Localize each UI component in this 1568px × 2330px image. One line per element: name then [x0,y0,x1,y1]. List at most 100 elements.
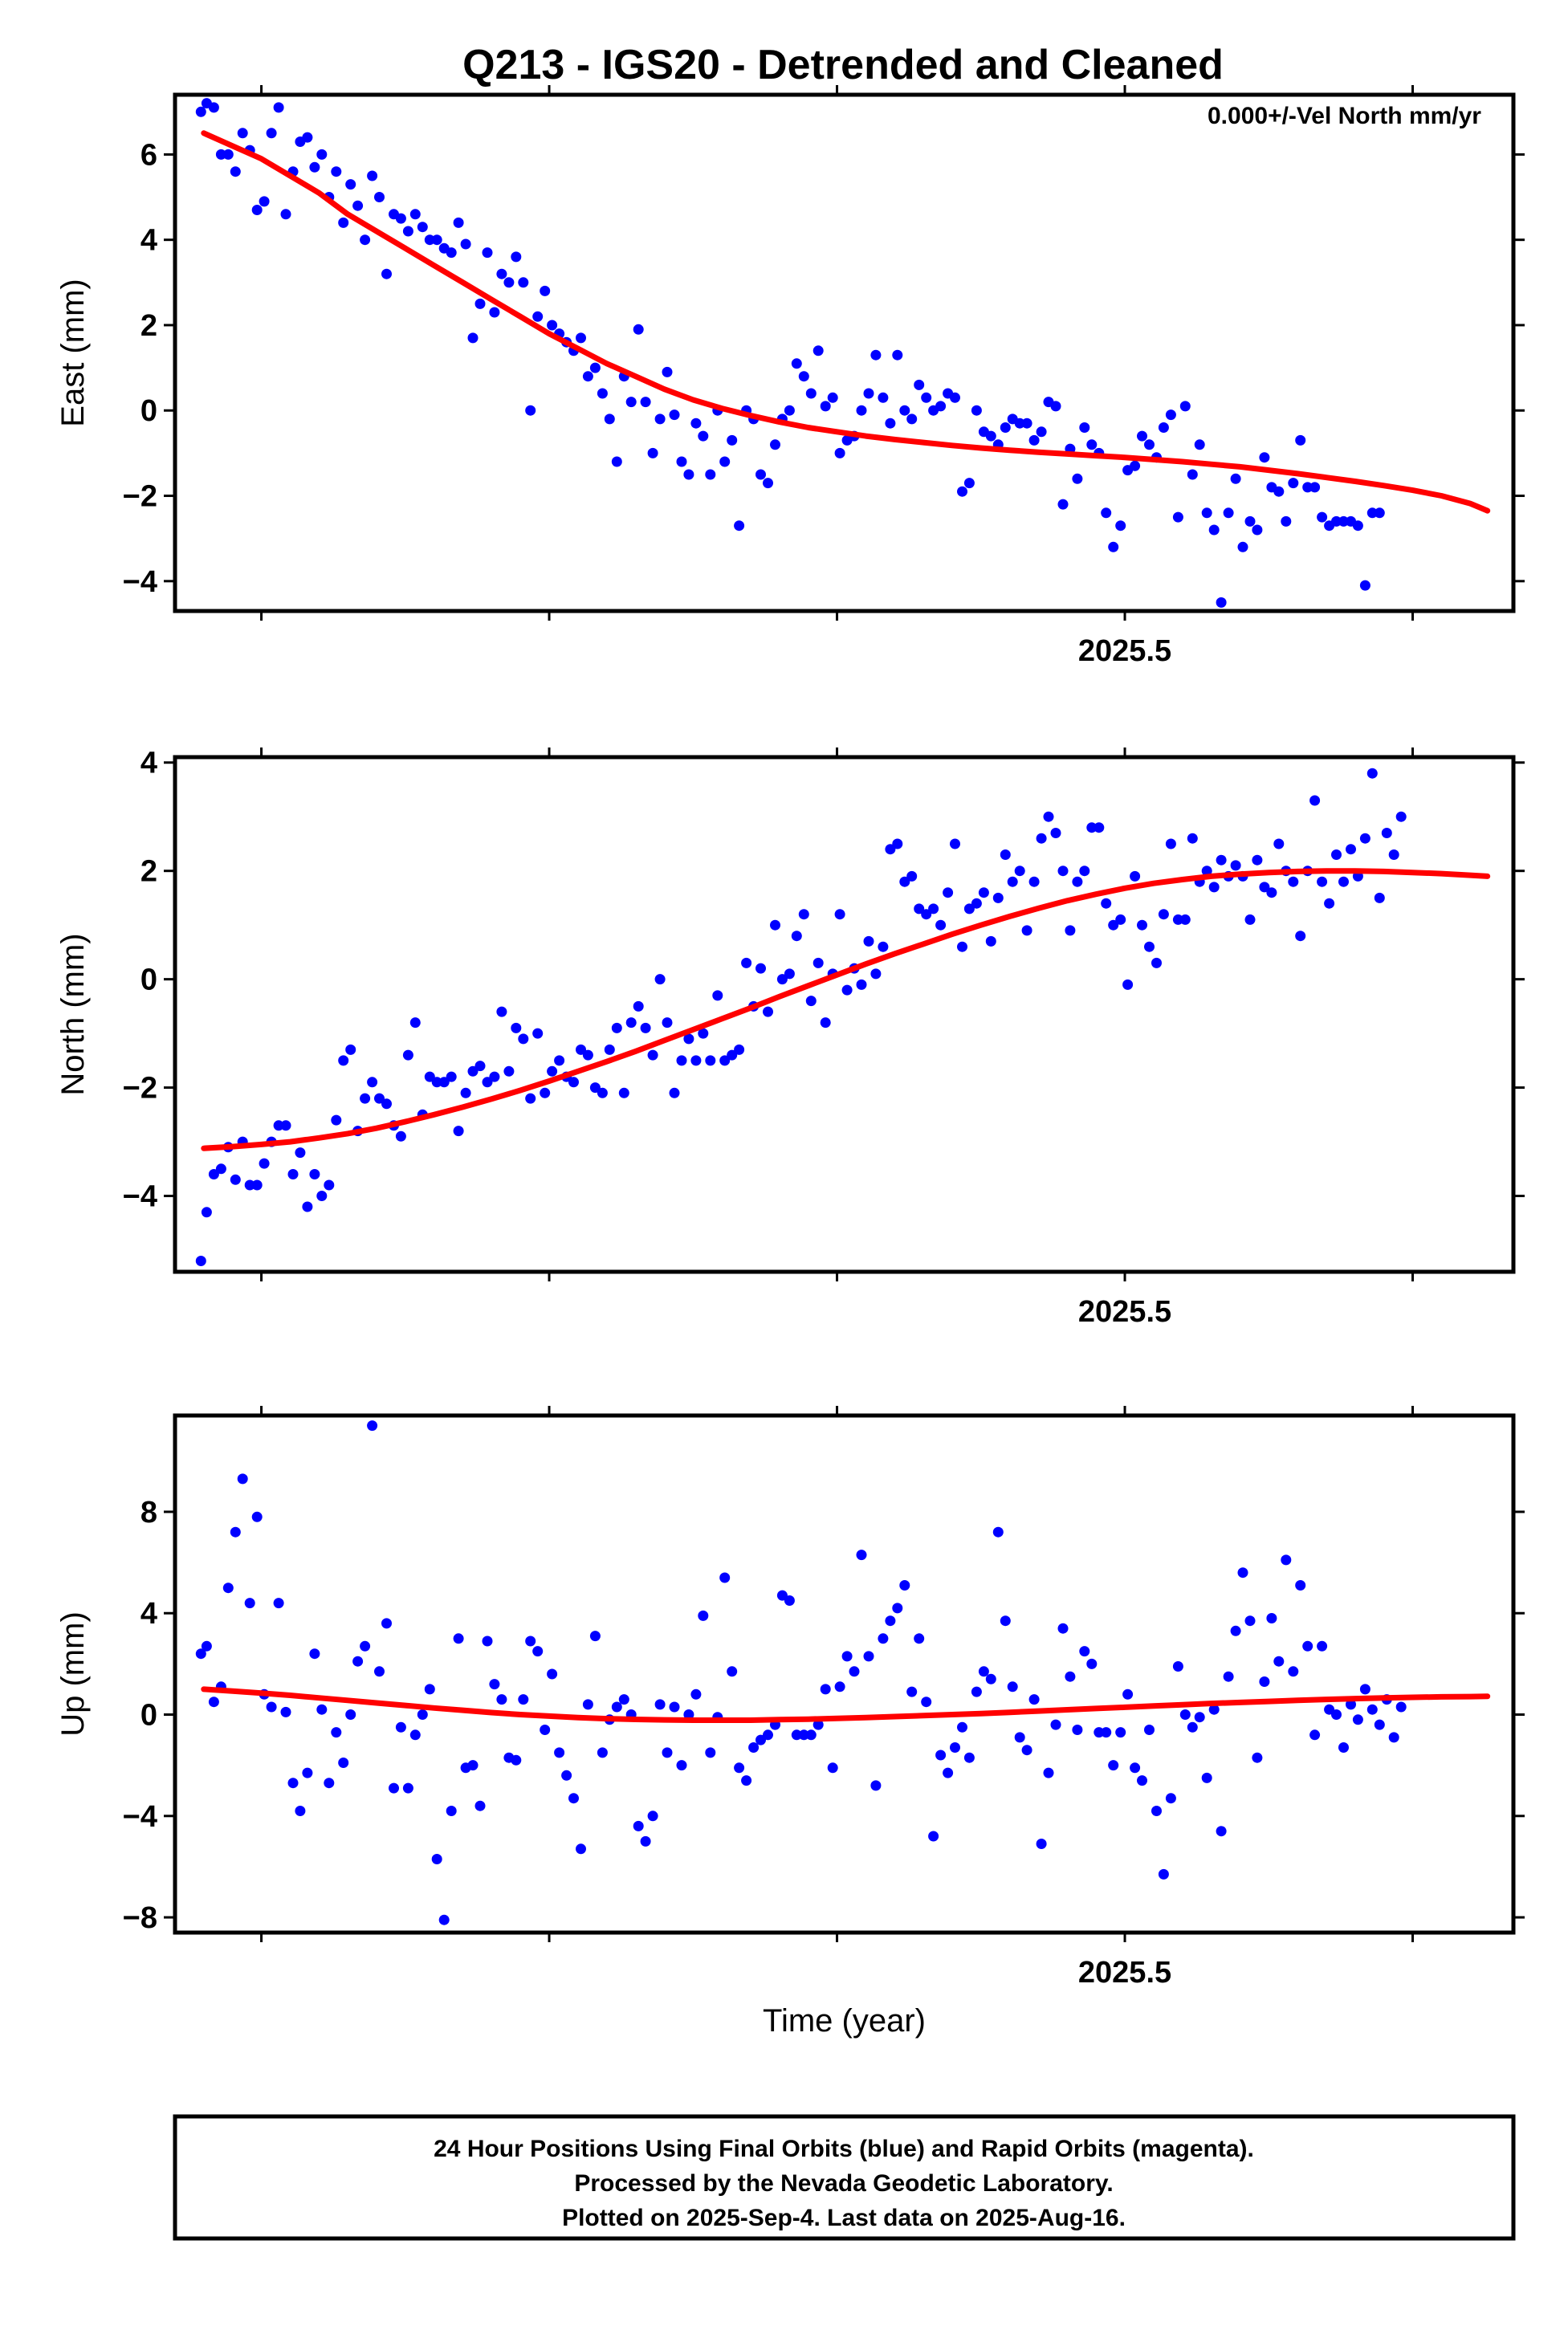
up-data-point [719,1572,731,1583]
north-data-point [1021,925,1032,936]
up-data-point [1331,1709,1342,1720]
north-data-point [1187,833,1198,844]
north-data-point [1230,860,1241,871]
east-data-point [474,298,486,309]
up-data-point [1086,1658,1098,1669]
east-data-point [791,358,802,369]
north-data-point [1050,828,1061,838]
up-data-point [950,1742,960,1753]
north-data-point [885,844,896,855]
north-data-point [625,1017,637,1029]
up-data-point [295,1806,306,1816]
east-data-point [827,392,838,403]
east-data-point [784,405,795,416]
east-data-point [1374,507,1385,519]
north-data-point [195,1256,206,1266]
east-data-point [885,418,896,429]
north-data-point [640,1022,651,1033]
east-data-point [1000,422,1011,433]
north-data-point [1000,849,1011,860]
north-data-point [1411,0,1421,6]
east-data-point [950,392,960,403]
up-data-point [1259,1676,1270,1687]
east-data-point [331,166,342,177]
north-data-point [1288,876,1299,887]
east-x-tick-label: 2025.5 [1078,634,1171,668]
east-data-point [662,366,673,377]
up-data-point [352,1656,364,1667]
up-x-tick-label: 2025.5 [1078,1956,1171,1990]
north-data-point [705,1055,716,1066]
east-y-tick-label: 0 [141,394,157,428]
up-data-point [453,1633,464,1644]
up-data-point [784,1595,795,1606]
north-data-point [367,1077,378,1088]
north-data-point [1432,0,1443,6]
up-fit-curve [201,1686,1491,1723]
north-data-point [496,1006,507,1017]
up-data-point [669,1701,680,1713]
north-data-point [906,870,918,882]
up-data-point [302,1767,313,1778]
up-data-point [992,1526,1004,1538]
up-data-point [763,1729,773,1741]
north-data-point [791,931,802,942]
footer-line-2: Processed by the Nevada Geodetic Laborat… [574,2170,1113,2197]
east-data-point [669,409,680,421]
up-data-point [1309,1729,1321,1741]
north-fit-curve [201,868,1491,1151]
up-data-point [1273,1656,1285,1667]
east-data-point [402,226,413,237]
north-data-point [978,887,989,898]
east-data-point [957,486,967,497]
up-data-point [1425,0,1436,6]
north-data-point [1094,822,1105,833]
north-data-point [985,935,996,947]
up-data-point [1352,1714,1363,1725]
up-data-point [856,1550,867,1561]
east-data-point [460,238,471,250]
north-data-point [1295,931,1306,942]
north-data-point [1359,833,1370,844]
east-data-point [1179,401,1191,412]
east-data-point [1352,520,1363,532]
up-data-point [662,1747,673,1758]
east-data-point [1244,515,1256,527]
up-data-point [1108,1760,1119,1771]
up-data-point [230,1526,241,1538]
north-data-point [770,919,780,931]
up-data-point [892,1603,903,1614]
north-data-point [1151,957,1162,968]
north-data-point [1252,854,1263,866]
north-data-point [892,838,903,849]
up-data-point [273,1598,284,1609]
north-data-point [1453,0,1464,6]
north-data-point [345,1044,356,1055]
north-data-point [1014,866,1025,877]
up-data-point [489,1679,500,1690]
up-data-point [1453,0,1464,6]
up-y-tick-label: 8 [141,1496,157,1530]
east-data-point [1115,520,1126,532]
north-data-point [582,1049,593,1061]
up-data-point [1158,1868,1169,1880]
up-data-point [813,1719,824,1730]
up-data-point [640,1835,651,1847]
up-data-point [345,1709,356,1720]
up-data-point [381,1618,392,1629]
east-data-point [755,469,766,480]
east-data-point [1295,434,1306,446]
east-data-point [453,217,464,228]
east-data-point [532,311,544,322]
east-data-point [640,397,651,408]
up-data-point [266,1701,277,1713]
north-data-point [381,1098,392,1110]
north-data-point [1331,849,1342,860]
east-data-point [870,349,882,360]
up-data-point [1295,1580,1306,1591]
north-data-point [1244,914,1256,925]
up-data-point [467,1760,479,1771]
up-data-point [1165,1793,1176,1804]
north-data-point [1130,870,1141,882]
north-data-point [259,1158,270,1169]
